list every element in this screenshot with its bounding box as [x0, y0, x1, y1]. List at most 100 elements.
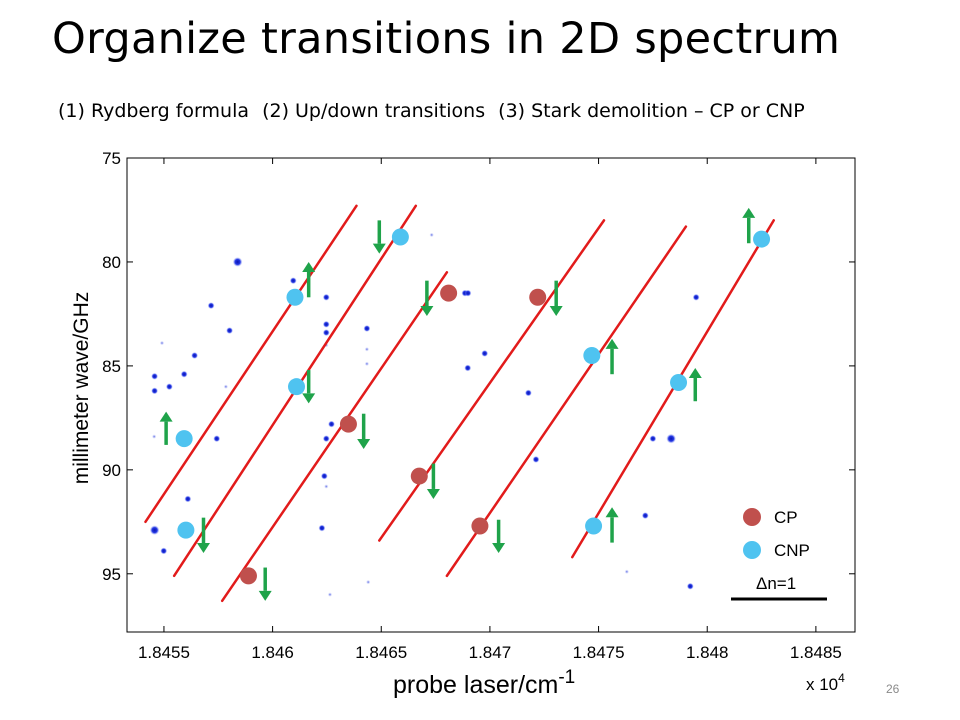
- axis-ticks: 1.8455 1.846 1.8465 1.847 1.8475 1.848 1.8485 7…: [102, 149, 855, 662]
- transition-arrow-up: [605, 507, 619, 543]
- spectral-spot: [364, 361, 370, 367]
- subtitle-item-rydberg: (1) Rydberg formula: [58, 100, 250, 122]
- spectral-spot: [692, 293, 700, 301]
- x-axis-multiplier-exponent: 4: [838, 671, 845, 685]
- y-tick-label: 95: [102, 565, 121, 584]
- cnp-point: [177, 521, 195, 539]
- spectral-spot: [322, 435, 330, 443]
- x-tick-label: 1.848: [686, 643, 729, 662]
- spectral-spot: [322, 293, 330, 301]
- spectral-spot: [666, 433, 676, 444]
- transition-points: [175, 228, 771, 585]
- x-tick-label: 1.846: [251, 643, 294, 662]
- y-axis-label: millimeter wave/GHz: [70, 292, 93, 485]
- x-axis-label-text: probe laser/cm: [393, 671, 558, 699]
- spectral-spot: [364, 347, 370, 352]
- spectral-spot: [641, 512, 649, 519]
- spectral-spot: [524, 389, 532, 397]
- spectral-spot: [165, 383, 173, 391]
- x-axis-multiplier: x 104: [806, 671, 845, 694]
- spectral-spot: [322, 320, 330, 328]
- x-tick-label: 1.8465: [355, 643, 407, 662]
- slide-title: Organize transitions in 2D spectrum: [52, 14, 841, 64]
- cnp-point: [391, 228, 409, 246]
- fit-line: [144, 204, 358, 524]
- legend: CP CNP Δn=1: [731, 508, 827, 601]
- spectral-spot: [159, 340, 165, 346]
- transition-arrow-down: [420, 280, 434, 316]
- spectral-spot: [289, 277, 297, 285]
- transition-arrow-down: [196, 517, 210, 553]
- cp-point: [410, 467, 428, 485]
- page-number: 26: [886, 682, 900, 696]
- spectral-spot: [481, 350, 489, 357]
- cnp-point: [175, 430, 193, 448]
- legend-cnp-label: CNP: [774, 541, 810, 560]
- spectral-spot: [649, 435, 657, 443]
- x-axis-label: probe laser/cm-1: [393, 667, 575, 699]
- cp-point: [529, 288, 547, 306]
- spectral-spot: [464, 364, 472, 372]
- transition-arrow-down: [372, 220, 386, 254]
- spectral-spot: [223, 384, 229, 389]
- legend-cp-marker: [743, 508, 761, 526]
- cnp-point: [670, 374, 688, 392]
- spectral-spot: [686, 582, 694, 590]
- x-axis-label-superscript: -1: [558, 667, 575, 688]
- cnp-point: [286, 288, 304, 306]
- legend-cnp-marker: [743, 541, 761, 559]
- transition-arrow-up: [159, 411, 173, 445]
- spectral-spot: [624, 569, 630, 574]
- slide-subtitle: (1) Rydberg formula (2) Up/down transiti…: [58, 100, 812, 122]
- spectral-spot: [184, 495, 192, 503]
- transition-arrow-up: [302, 261, 316, 298]
- spectral-spot: [363, 325, 371, 332]
- legend-cp-label: CP: [774, 508, 798, 527]
- spectral-spot: [151, 434, 157, 439]
- transition-arrow-up: [742, 207, 756, 244]
- transition-arrows: [159, 207, 756, 601]
- fit-line: [220, 271, 449, 603]
- spectral-spot: [180, 370, 188, 378]
- x-axis-multiplier-base: x 10: [806, 675, 838, 694]
- spectral-spot: [207, 302, 215, 310]
- x-tick-label: 1.8455: [138, 643, 190, 662]
- y-tick-label: 85: [102, 357, 121, 376]
- transition-arrow-down: [492, 519, 506, 553]
- spectral-spot: [191, 352, 198, 359]
- transition-arrow-down: [258, 567, 272, 601]
- spectral-spot: [532, 456, 540, 463]
- cp-point: [440, 284, 458, 302]
- cp-point: [339, 415, 357, 433]
- spectral-spot: [151, 387, 158, 395]
- subtitle-item-stark: (3) Stark demolition – CP or CNP: [498, 100, 805, 122]
- cnp-point: [583, 347, 601, 364]
- y-tick-label: 75: [102, 149, 121, 168]
- cp-point: [471, 517, 489, 535]
- spectral-spot: [160, 547, 168, 555]
- cp-point: [239, 567, 257, 585]
- spectral-spot: [213, 435, 221, 443]
- spectral-spot: [429, 232, 434, 238]
- transition-arrow-up: [688, 367, 702, 402]
- x-tick-label: 1.8475: [573, 643, 625, 662]
- x-tick-label: 1.8485: [790, 643, 842, 662]
- spectral-spot: [328, 420, 335, 428]
- legend-scale-label: Δn=1: [756, 574, 796, 593]
- spectral-spot: [320, 472, 328, 480]
- transition-arrow-down: [357, 413, 371, 450]
- spectral-spot: [149, 525, 160, 535]
- spectral-spots: [149, 232, 700, 597]
- transition-arrow-up: [605, 338, 619, 375]
- spectral-spot: [151, 372, 158, 380]
- cnp-point: [753, 230, 771, 248]
- transition-arrow-down: [549, 280, 563, 316]
- spectral-spot: [327, 592, 333, 597]
- fit-line: [445, 225, 688, 578]
- spectral-spot: [226, 327, 233, 334]
- subtitle-item-updown: (2) Up/down transitions: [262, 100, 486, 122]
- spectral-spot: [366, 579, 371, 585]
- transition-arrow-down: [302, 370, 316, 404]
- cnp-point: [288, 378, 306, 396]
